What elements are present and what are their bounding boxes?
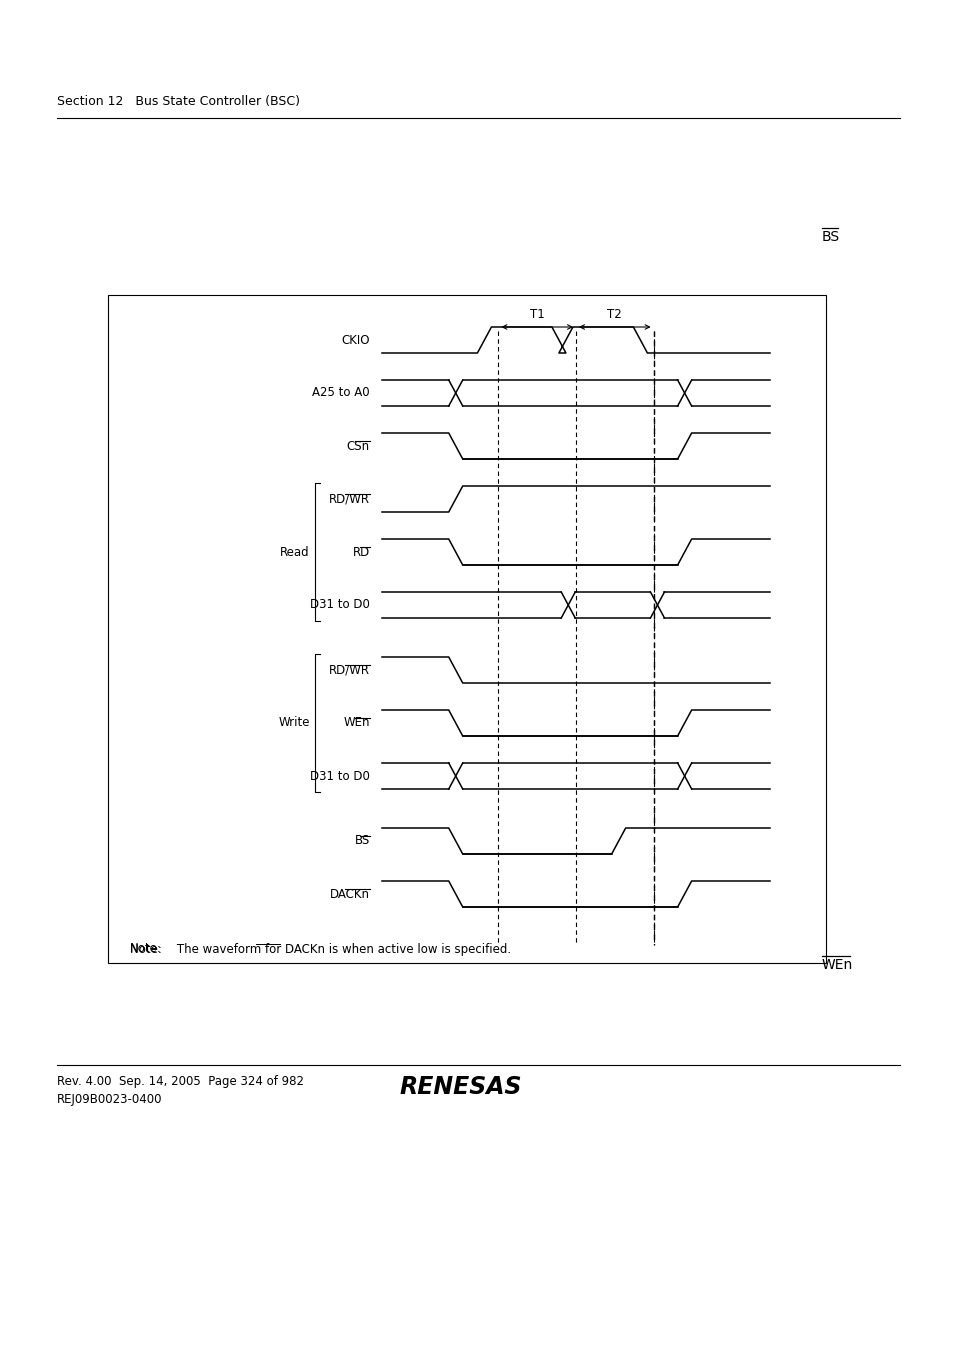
Text: DACKn: DACKn (330, 888, 370, 901)
Text: RD/WR: RD/WR (329, 663, 370, 677)
Text: WEn: WEn (343, 716, 370, 730)
Text: Note:: Note: (130, 943, 162, 955)
Text: A25 to A0: A25 to A0 (312, 386, 370, 400)
Text: Rev. 4.00  Sep. 14, 2005  Page 324 of 982: Rev. 4.00 Sep. 14, 2005 Page 324 of 982 (57, 1075, 304, 1088)
Text: RD/WR: RD/WR (329, 493, 370, 505)
Text: RD: RD (353, 546, 370, 558)
Text: Read: Read (280, 546, 310, 558)
Text: CSn: CSn (347, 439, 370, 453)
Text: Note:    The waveform for DACKn is when active low is specified.: Note: The waveform for DACKn is when act… (130, 943, 511, 955)
Text: T1: T1 (529, 308, 544, 322)
Text: REJ09B0023-0400: REJ09B0023-0400 (57, 1093, 162, 1106)
Text: Write: Write (278, 716, 310, 730)
Text: RENESAS: RENESAS (399, 1075, 522, 1098)
Text: BS: BS (821, 230, 840, 245)
Text: WEn: WEn (821, 958, 852, 971)
Text: CKIO: CKIO (341, 334, 370, 346)
Bar (108, 295, 825, 963)
Text: BS: BS (355, 835, 370, 847)
Text: D31 to D0: D31 to D0 (310, 770, 370, 782)
Text: Section 12   Bus State Controller (BSC): Section 12 Bus State Controller (BSC) (57, 95, 299, 108)
Text: T2: T2 (607, 308, 621, 322)
Text: D31 to D0: D31 to D0 (310, 598, 370, 612)
